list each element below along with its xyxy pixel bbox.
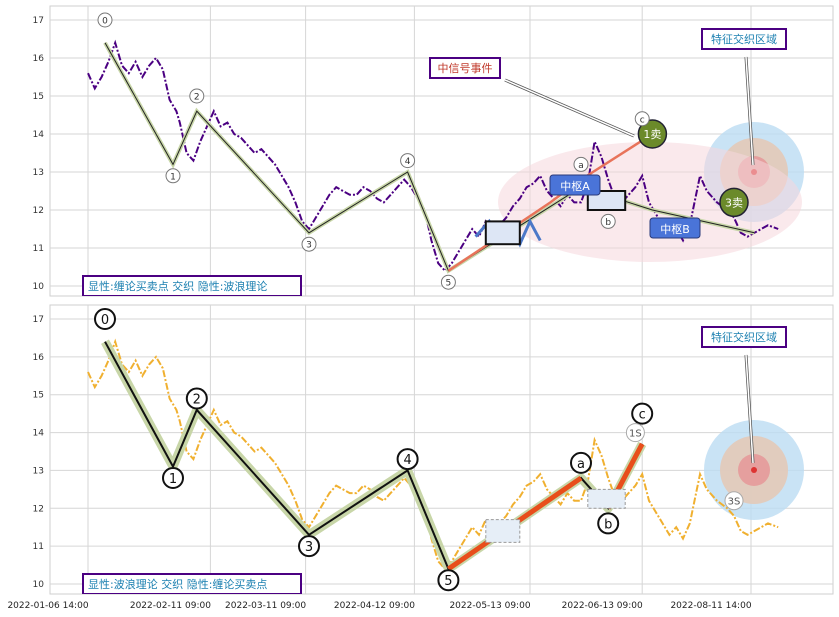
y-tick-label: 13 — [33, 466, 44, 476]
feature-zone-center — [751, 467, 757, 473]
wave-label: 2 — [193, 393, 201, 408]
y-tick-label: 10 — [33, 580, 45, 590]
center-label: 中枢B — [660, 222, 690, 236]
center-box — [586, 190, 627, 211]
bs-point-marker — [719, 187, 749, 218]
signal-event-label: 中信号事件 — [438, 62, 493, 75]
corner-label: 显性:缠论买卖点 交织 隐性:波浪理论 — [88, 279, 267, 293]
bs-point-label: 1卖 — [643, 128, 661, 141]
feature-zone-label: 特征交织区域 — [711, 32, 777, 46]
wave-label: 0 — [101, 313, 109, 328]
wave-label: 5 — [446, 279, 452, 289]
wave-label-marker — [298, 535, 320, 558]
y-tick-label: 12 — [33, 504, 44, 514]
wave-label-marker — [597, 512, 620, 535]
wave-label-marker — [570, 451, 592, 474]
feature-zone-box — [701, 326, 787, 348]
wave-label-marker — [185, 387, 208, 410]
wave-label-marker — [97, 12, 113, 28]
y-tick-label: 11 — [33, 542, 44, 552]
y-tick-label: 17 — [33, 16, 44, 26]
signal-arrow-inner — [504, 79, 635, 137]
y-tick-label: 15 — [33, 92, 44, 102]
y-tick-label: 11 — [33, 244, 44, 254]
wave-label: 0 — [102, 17, 108, 27]
center-box — [485, 519, 521, 543]
feature-zone-box — [701, 28, 787, 50]
top-panel: 10111213141516171卖3卖012345abc中枢A中枢B中信号事件… — [33, 5, 834, 297]
y-tick-label: 12 — [33, 206, 44, 216]
wave-label-marker — [400, 153, 416, 169]
wave-label-marker — [189, 88, 205, 104]
y-tick-label: 13 — [33, 168, 44, 178]
wave-label: a — [577, 457, 585, 472]
wave-label: b — [605, 218, 611, 228]
wave-label: 1 — [170, 172, 176, 182]
wave-label: 4 — [403, 453, 411, 468]
corner-label: 显性:波浪理论 交织 隐性:缠论买卖点 — [88, 577, 267, 591]
wave-label-marker — [440, 274, 456, 290]
x-tick-label: 2022-06-13 09:00 — [562, 601, 643, 611]
bs-point-label: 3卖 — [725, 196, 743, 209]
x-tick-label: 2022-03-11 09:00 — [225, 601, 306, 611]
feature-arrow-inner — [745, 354, 754, 464]
bs-point-marker — [625, 423, 645, 443]
x-tick-label: 2022-05-13 09:00 — [449, 601, 530, 611]
signal-ellipse — [498, 142, 802, 262]
y-tick-label: 16 — [33, 353, 45, 363]
bs-point-marker — [637, 119, 668, 149]
wave-label-marker — [396, 448, 419, 471]
corner-label-box — [82, 275, 302, 296]
y-tick-label: 17 — [33, 315, 44, 325]
wave-label-marker — [600, 213, 616, 229]
center-label: 中枢A — [560, 179, 590, 193]
wave-label-marker — [94, 308, 116, 330]
wave-label-marker — [573, 156, 589, 172]
wave-label: 3 — [305, 540, 313, 555]
wave-label-marker — [162, 467, 184, 489]
feature-zone-label: 特征交织区域 — [711, 330, 777, 344]
y-tick-label: 14 — [33, 130, 45, 140]
wave-label: 5 — [444, 574, 452, 589]
wave-label: c — [640, 115, 645, 125]
bs-point-label: 1S — [629, 429, 642, 440]
y-tick-label: 10 — [33, 282, 45, 292]
center-label-bg — [549, 174, 601, 196]
bs-point-marker — [724, 491, 744, 511]
wave-label-marker — [634, 111, 650, 127]
x-tick-label: 2022-02-11 09:00 — [130, 601, 211, 611]
price-line — [87, 39, 779, 273]
wave-label: 2 — [194, 93, 200, 103]
x-tick-label: 2022-08-11 14:00 — [670, 601, 751, 611]
y-tick-label: 16 — [33, 54, 45, 64]
center-label-bg — [649, 217, 701, 239]
wave-label: 4 — [405, 157, 411, 167]
wave-label: b — [604, 517, 612, 532]
wave-line — [104, 42, 755, 272]
wave-label-marker — [165, 168, 181, 184]
bs-point-label: 3S — [728, 497, 741, 508]
wave-label-marker — [437, 569, 460, 592]
x-tick-label: 2022-04-12 09:00 — [334, 601, 415, 611]
wave-label: 1 — [169, 472, 177, 487]
wave-label-marker — [631, 402, 654, 425]
wave-label: c — [639, 408, 646, 423]
shared-x-axis: 2022-01-06 14:00 2022-02-11 09:00 2022-03-… — [7, 601, 751, 611]
y-tick-label: 15 — [33, 391, 44, 401]
wave-label: a — [578, 161, 584, 171]
center-box — [587, 488, 626, 509]
signal-event-box — [429, 57, 501, 79]
corner-label-box — [82, 573, 302, 594]
feature-arrow-inner — [745, 56, 754, 166]
wave-label: 3 — [306, 241, 312, 251]
wave-label-marker — [301, 236, 317, 252]
y-tick-label: 14 — [33, 429, 45, 439]
center-box — [484, 220, 521, 246]
x-tick-label: 2022-01-06 14:00 — [7, 601, 88, 611]
